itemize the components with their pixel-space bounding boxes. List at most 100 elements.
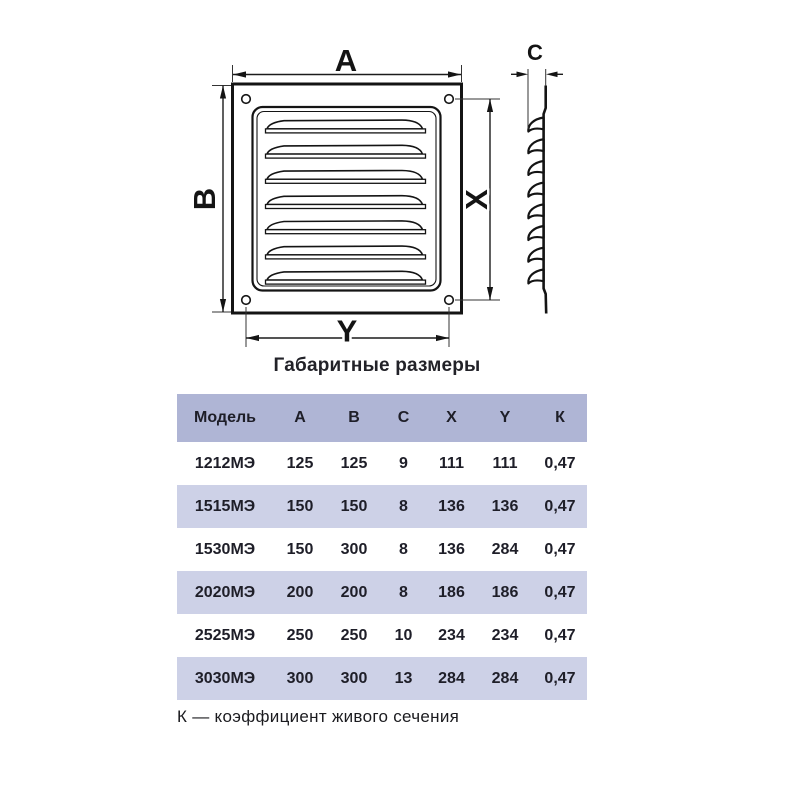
- value-cell-k: 0,47: [544, 454, 576, 472]
- louver-hook: [527, 181, 545, 198]
- side-view: [527, 85, 548, 314]
- louver-hook: [527, 203, 545, 220]
- dim-y-label: Y: [337, 314, 358, 349]
- value-cell-x: 234: [438, 626, 465, 644]
- value-cell-b: 300: [340, 540, 368, 558]
- louver-panel-border-outer: [251, 105, 442, 292]
- arrowhead: [486, 99, 494, 112]
- dimension-x: X: [455, 98, 500, 301]
- column-header-a: A: [294, 409, 306, 426]
- dim-a-label: A: [335, 43, 357, 78]
- value-cell-x: 111: [439, 454, 464, 472]
- dimension-b: B: [185, 85, 231, 313]
- arrowhead: [516, 71, 528, 78]
- louver-hook: [527, 268, 545, 285]
- value-cell-c: 8: [399, 497, 408, 515]
- column-header-model: Модель: [194, 409, 256, 426]
- screw-hole: [443, 294, 455, 306]
- louver-hook: [527, 116, 545, 133]
- louver-hook: [527, 224, 545, 242]
- arrowhead: [246, 334, 259, 342]
- value-cell-k: 0,47: [544, 497, 576, 515]
- value-cell-y: 234: [491, 626, 519, 644]
- louver-slat: [265, 245, 424, 256]
- model-cell: 1515МЭ: [194, 497, 256, 515]
- louver-hook: [527, 246, 545, 263]
- arrowhead: [448, 71, 461, 78]
- column-header-x: X: [446, 409, 457, 426]
- arrowhead: [546, 71, 558, 78]
- column-header-y: Y: [499, 409, 511, 426]
- sheet-profile: [542, 85, 548, 314]
- table-row: 1530МЭ 150 300 8 136 284 0,47: [177, 528, 587, 571]
- screw-hole: [443, 93, 455, 105]
- column-header-b: B: [348, 409, 360, 426]
- louver-slat: [265, 119, 424, 130]
- model-cell: 1212МЭ: [194, 454, 256, 472]
- dimensions-table: Модель A B C X Y К 1212МЭ 125 125 9 111 …: [177, 394, 587, 700]
- dim-b-label: B: [187, 188, 222, 210]
- value-cell-b: 300: [340, 669, 368, 687]
- louver-slat-edge: [264, 128, 427, 134]
- louver-slat-edge: [264, 153, 427, 159]
- value-cell-c: 8: [399, 540, 408, 558]
- value-cell-a: 150: [286, 497, 314, 515]
- louver-slat: [265, 144, 424, 155]
- value-cell-b: 250: [340, 626, 368, 644]
- value-cell-c: 8: [399, 583, 408, 601]
- screw-hole: [240, 93, 252, 105]
- value-cell-b: 125: [340, 454, 368, 472]
- louver-slat: [265, 169, 424, 181]
- dim-c-label: C: [527, 40, 543, 65]
- screw-hole: [240, 294, 252, 306]
- value-cell-x: 136: [438, 497, 465, 515]
- value-cell-k: 0,47: [544, 669, 576, 687]
- value-cell-b: 150: [340, 497, 368, 515]
- value-cell-a: 250: [286, 626, 314, 644]
- value-cell-x: 136: [438, 540, 465, 558]
- table-header-row: Модель A B C X Y К: [177, 394, 587, 442]
- model-cell: 2525МЭ: [194, 626, 256, 644]
- value-cell-x: 186: [438, 583, 465, 601]
- technical-drawing: A B X Y: [185, 38, 563, 351]
- table-row: 3030МЭ 300 300 13 284 284 0,47: [177, 657, 587, 700]
- model-cell: 3030МЭ: [194, 669, 256, 687]
- arrowhead: [219, 85, 227, 99]
- dim-x-label: X: [459, 189, 494, 210]
- louver-slat-edge: [264, 178, 427, 184]
- louver-panel-border-inner: [256, 110, 437, 287]
- value-cell-b: 200: [340, 583, 368, 601]
- louver-slat-edge: [264, 229, 427, 235]
- dimension-c: C: [511, 38, 563, 129]
- louver-slat-edge: [264, 203, 427, 210]
- louver-profile-hooks: [527, 116, 545, 285]
- value-cell-y: 186: [491, 583, 519, 601]
- arrowhead: [219, 299, 227, 312]
- louver-hook: [527, 159, 545, 176]
- arrowhead: [486, 287, 494, 300]
- value-cell-c: 9: [399, 454, 408, 472]
- dimension-a: A: [232, 41, 462, 82]
- value-cell-a: 200: [286, 583, 314, 601]
- value-cell-k: 0,47: [544, 540, 576, 558]
- louver-slats: [264, 119, 427, 285]
- table-row: 2525МЭ 250 250 10 234 234 0,47: [177, 614, 587, 657]
- table-row: 2020МЭ 200 200 8 186 186 0,47: [177, 571, 587, 614]
- louver-hook: [527, 138, 545, 155]
- louver-slat: [265, 220, 424, 231]
- value-cell-c: 13: [394, 669, 413, 687]
- table-row: 1515МЭ 150 150 8 136 136 0,47: [177, 485, 587, 528]
- column-header-k: К: [555, 409, 565, 426]
- arrowhead: [436, 334, 449, 342]
- louver-slat: [265, 194, 424, 206]
- value-cell-y: 136: [491, 497, 519, 515]
- value-cell-k: 0,47: [544, 626, 576, 644]
- front-view: [231, 82, 463, 315]
- value-cell-c: 10: [394, 626, 413, 644]
- value-cell-x: 284: [438, 669, 465, 687]
- arrowhead: [233, 71, 246, 78]
- model-cell: 1530МЭ: [194, 540, 256, 558]
- value-cell-k: 0,47: [544, 583, 576, 601]
- column-header-c: C: [397, 409, 410, 426]
